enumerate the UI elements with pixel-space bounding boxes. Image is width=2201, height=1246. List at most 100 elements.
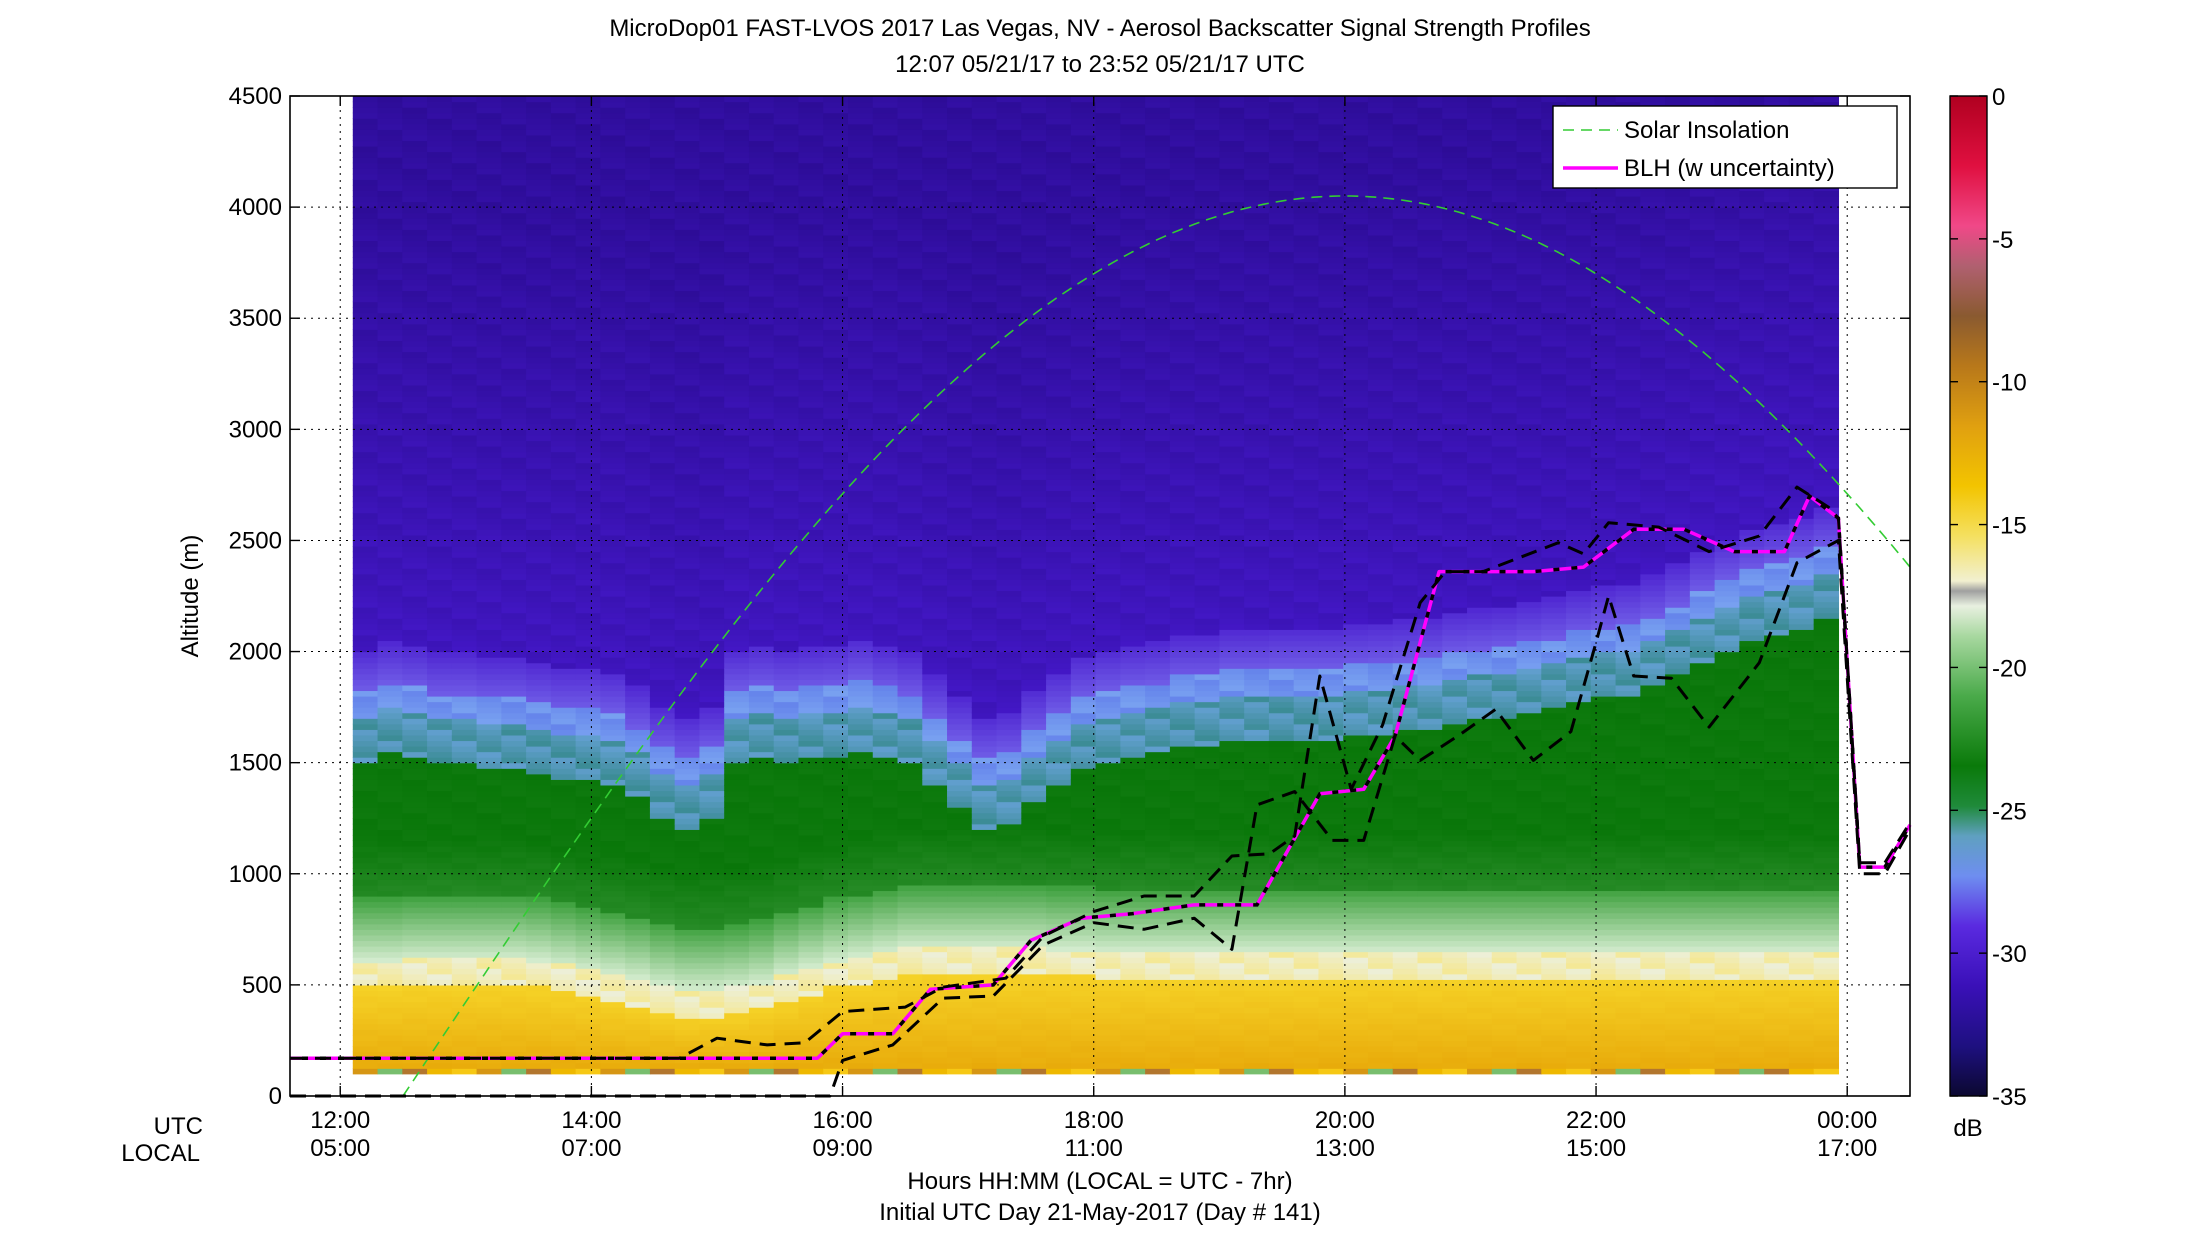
heatmap-cell xyxy=(649,857,676,864)
heatmap-cell xyxy=(352,679,379,686)
heatmap-cell xyxy=(674,529,701,536)
heatmap-cell xyxy=(402,918,428,925)
heatmap-cell xyxy=(625,468,651,475)
heatmap-cell xyxy=(922,212,948,219)
heatmap-cell xyxy=(971,551,998,558)
heatmap-cell xyxy=(476,234,502,242)
heatmap-cell xyxy=(625,1023,651,1030)
heatmap-cell xyxy=(872,412,899,419)
heatmap-cell xyxy=(674,518,701,525)
heatmap-cell xyxy=(1021,673,1047,680)
heatmap-cell xyxy=(848,762,874,769)
heatmap-cell xyxy=(699,812,725,819)
heatmap-cell xyxy=(402,218,428,225)
heatmap-cell xyxy=(947,784,973,792)
heatmap-cell xyxy=(649,718,676,725)
heatmap-cell xyxy=(897,284,923,292)
heatmap-cell xyxy=(947,351,973,358)
heatmap-cell xyxy=(625,129,651,136)
heatmap-cell xyxy=(476,262,502,269)
heatmap-cell xyxy=(724,707,750,714)
heatmap-cell xyxy=(1021,696,1047,703)
heatmap-cell xyxy=(427,968,453,975)
heatmap-cell xyxy=(674,540,701,547)
heatmap-cell xyxy=(699,446,725,453)
heatmap-cell xyxy=(748,479,775,486)
heatmap-cell xyxy=(674,318,701,325)
heatmap-cell xyxy=(699,773,725,780)
heatmap-cell xyxy=(798,307,824,314)
heatmap-cell xyxy=(971,962,998,969)
heatmap-cell xyxy=(996,951,1022,958)
heatmap-cell xyxy=(947,740,973,747)
heatmap-cell xyxy=(550,618,577,625)
heatmap-cell xyxy=(699,396,725,403)
heatmap-cell xyxy=(501,368,527,375)
heatmap-cell xyxy=(971,268,998,275)
heatmap-cell xyxy=(575,190,601,197)
heatmap-cell xyxy=(699,779,725,786)
heatmap-cell xyxy=(402,784,428,792)
heatmap-cell xyxy=(872,1034,899,1042)
heatmap-cell xyxy=(872,779,899,786)
heatmap-cell xyxy=(427,290,453,297)
heatmap-cell xyxy=(748,734,775,742)
heatmap-cell xyxy=(748,979,775,986)
heatmap-cell xyxy=(724,301,750,308)
heatmap-cell xyxy=(996,618,1022,625)
heatmap-cell xyxy=(773,412,800,419)
heatmap-cell xyxy=(575,573,601,580)
heatmap-cell xyxy=(377,801,403,808)
heatmap-cell xyxy=(1021,834,1047,842)
heatmap-cell xyxy=(823,201,849,208)
heatmap-cell xyxy=(600,973,626,980)
heatmap-cell xyxy=(501,462,527,469)
heatmap-cell xyxy=(649,918,676,925)
heatmap-cell xyxy=(773,168,800,175)
heatmap-cell xyxy=(872,151,899,158)
heatmap-cell xyxy=(922,1012,948,1019)
heatmap-cell xyxy=(773,896,800,903)
heatmap-cell xyxy=(897,951,923,958)
heatmap-cell xyxy=(699,768,725,775)
heatmap-cell xyxy=(402,929,428,936)
heatmap-cell xyxy=(625,834,651,842)
heatmap-cell xyxy=(947,712,973,719)
heatmap-cell xyxy=(550,634,577,642)
heatmap-cell xyxy=(823,279,849,286)
heatmap-cell xyxy=(575,668,601,675)
heatmap-cell xyxy=(526,190,552,197)
heatmap-cell xyxy=(476,101,502,108)
heatmap-cell xyxy=(674,696,701,703)
heatmap-cell xyxy=(427,457,453,464)
heatmap-cell xyxy=(526,584,552,592)
heatmap-cell xyxy=(823,607,849,614)
heatmap-cell xyxy=(872,790,899,797)
heatmap-cell xyxy=(649,334,676,342)
heatmap-cell xyxy=(798,279,824,286)
heatmap-cell xyxy=(798,1018,824,1025)
heatmap-cell xyxy=(550,896,577,903)
heatmap-cell xyxy=(451,823,478,830)
heatmap-cell xyxy=(996,412,1022,419)
heatmap-cell xyxy=(823,934,849,942)
heatmap-cell xyxy=(674,757,701,764)
heatmap-cell xyxy=(748,762,775,769)
heatmap-cell xyxy=(699,901,725,908)
heatmap-cell xyxy=(798,934,824,942)
heatmap-cell xyxy=(1046,1029,1072,1036)
heatmap-cell xyxy=(823,251,849,258)
heatmap-cell xyxy=(996,479,1022,486)
heatmap-cell xyxy=(625,940,651,947)
heatmap-cell xyxy=(674,668,701,675)
heatmap-cell xyxy=(724,234,750,242)
heatmap-cell xyxy=(971,901,998,908)
heatmap-cell xyxy=(575,457,601,464)
heatmap-cell xyxy=(625,862,651,869)
heatmap-cell xyxy=(724,1046,750,1053)
heatmap-cell xyxy=(575,357,601,364)
heatmap-cell xyxy=(724,240,750,247)
heatmap-cell xyxy=(451,968,478,975)
heatmap-cell xyxy=(996,473,1022,480)
heatmap-cell xyxy=(402,551,428,558)
